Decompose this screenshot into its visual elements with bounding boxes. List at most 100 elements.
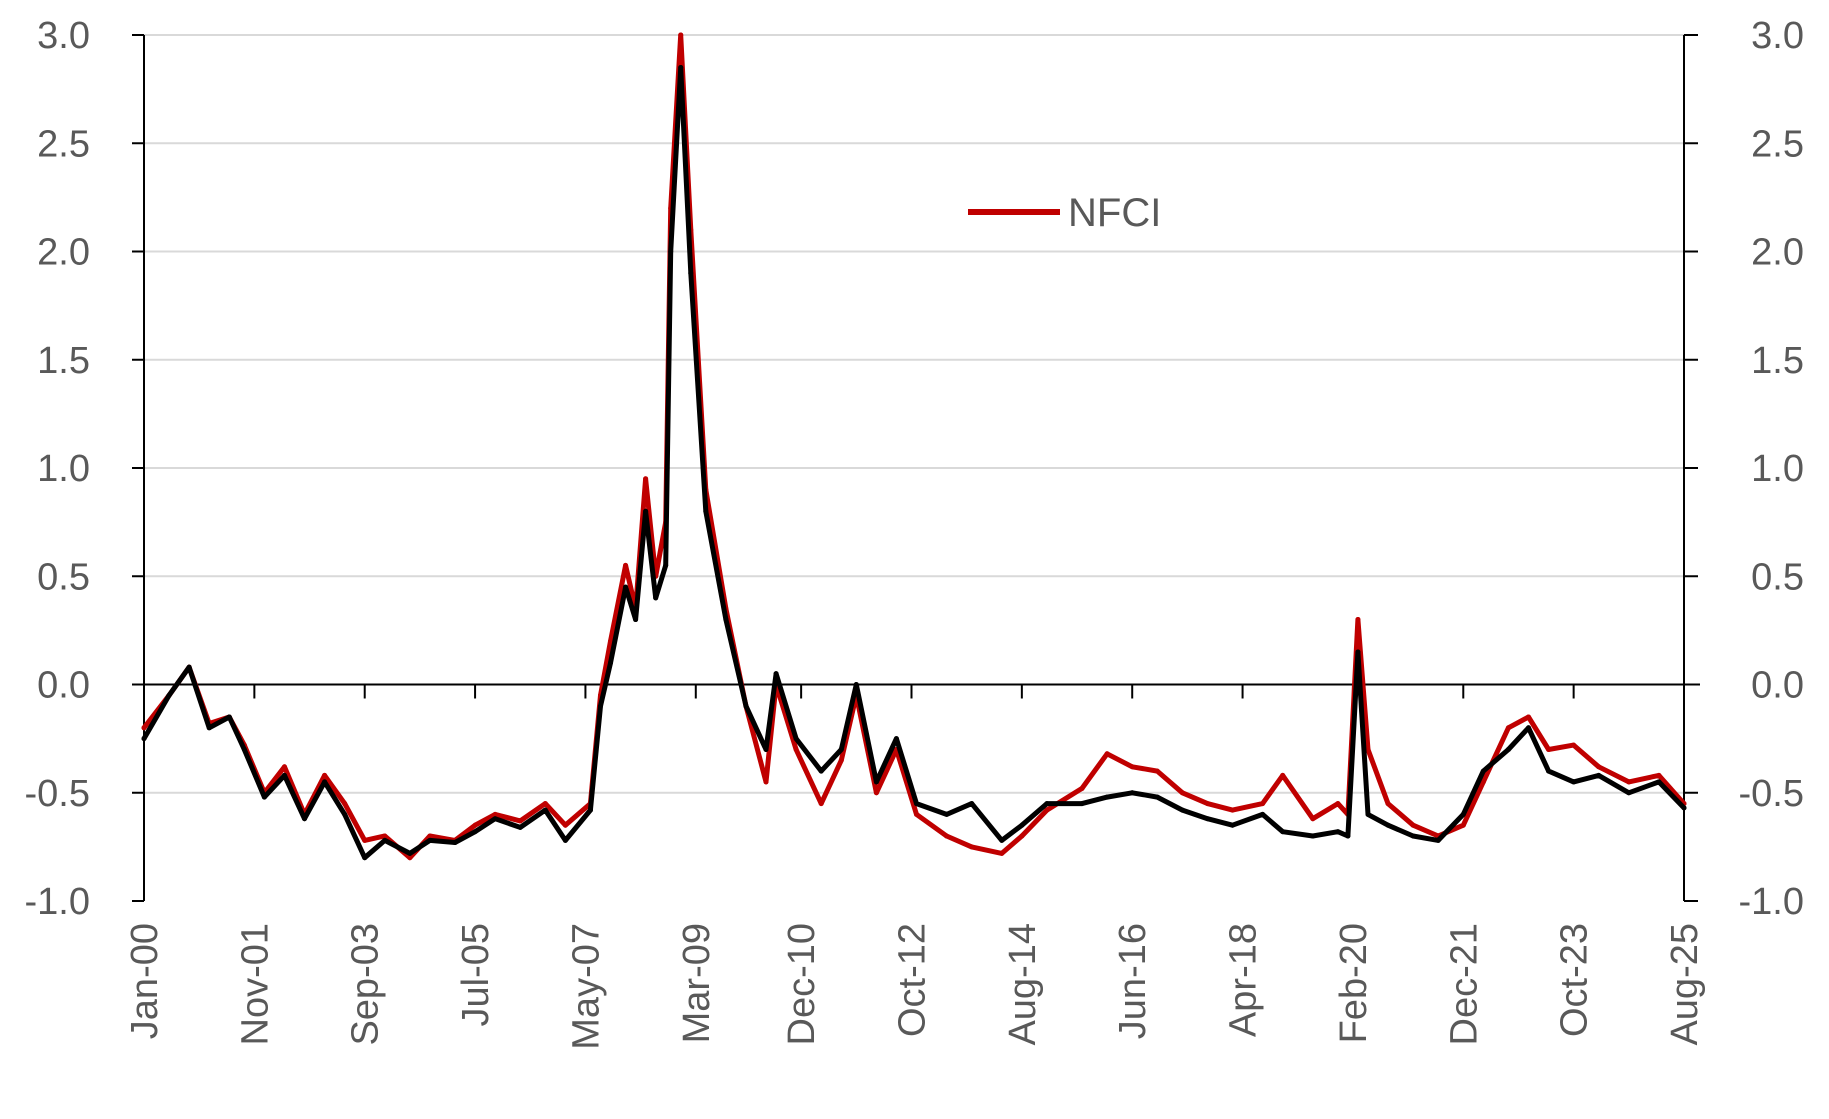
y-tick-label-left: 2.5	[37, 123, 90, 165]
data-point-0-46	[999, 850, 1005, 856]
data-point-1-7	[281, 772, 287, 778]
data-point-0-68	[1505, 725, 1511, 731]
y-tick-label-right: 3.0	[1751, 15, 1804, 57]
data-point-1-34	[743, 703, 749, 709]
data-point-0-48	[1044, 807, 1050, 813]
x-tick-label: Jul-05	[455, 923, 497, 1027]
legend-label: NFCI	[1068, 191, 1161, 235]
data-point-0-45	[969, 844, 975, 850]
data-point-1-69	[1525, 725, 1531, 731]
data-point-1-61	[1355, 649, 1361, 655]
data-point-1-1	[166, 692, 172, 698]
data-point-0-14	[427, 833, 433, 839]
data-point-0-16	[472, 822, 478, 828]
data-point-1-40	[853, 682, 859, 687]
data-point-1-73	[1626, 790, 1632, 796]
y-tick-label-right: 1.5	[1751, 340, 1804, 382]
data-point-1-25	[633, 617, 639, 623]
data-point-1-63	[1385, 822, 1391, 828]
data-point-1-17	[492, 816, 498, 822]
data-point-1-55	[1230, 822, 1236, 828]
data-point-0-0	[141, 725, 147, 731]
data-point-0-70	[1546, 746, 1552, 752]
x-tick-label: Apr-18	[1223, 923, 1265, 1037]
data-point-0-66	[1460, 822, 1466, 828]
data-point-0-39	[838, 757, 844, 763]
data-point-0-26	[643, 476, 649, 482]
data-point-0-53	[1179, 790, 1185, 796]
data-point-0-54	[1204, 801, 1210, 807]
data-point-1-75	[1681, 805, 1687, 811]
data-point-1-70	[1546, 768, 1552, 774]
data-point-0-49	[1079, 785, 1085, 791]
data-point-1-64	[1410, 833, 1416, 839]
data-point-1-0	[141, 736, 147, 742]
data-point-0-51	[1129, 764, 1135, 770]
data-point-0-52	[1154, 768, 1160, 774]
x-tick-label: Dec-21	[1443, 923, 1485, 1046]
data-point-1-53	[1179, 807, 1185, 813]
data-point-1-31	[688, 270, 694, 276]
y-tick-label-right: 2.5	[1751, 123, 1804, 165]
data-point-0-57	[1280, 772, 1286, 778]
data-point-0-72	[1596, 764, 1602, 770]
data-point-1-29	[668, 249, 674, 254]
data-point-1-54	[1204, 816, 1210, 822]
data-point-1-56	[1260, 811, 1266, 817]
y-tick-label-left: 2.0	[37, 232, 90, 274]
data-point-1-24	[623, 584, 629, 590]
data-point-1-38	[818, 768, 824, 774]
data-point-0-23	[608, 638, 614, 644]
data-point-1-45	[969, 801, 975, 807]
data-point-1-57	[1280, 829, 1286, 835]
data-point-1-3	[206, 725, 212, 731]
data-point-0-58	[1310, 816, 1316, 822]
data-point-1-10	[342, 811, 348, 817]
y-tick-label-left: 1.0	[37, 448, 90, 490]
x-tick-label: Jan-00	[124, 923, 166, 1039]
data-point-1-16	[472, 829, 478, 835]
data-point-1-37	[793, 736, 799, 742]
y-tick-label-right: 2.0	[1751, 232, 1804, 274]
x-tick-label: Oct-23	[1554, 923, 1596, 1037]
data-point-0-47	[1019, 833, 1025, 839]
data-point-0-55	[1230, 807, 1236, 813]
data-point-1-65	[1435, 837, 1441, 843]
data-point-0-18	[517, 818, 523, 824]
data-point-0-17	[492, 811, 498, 817]
data-point-1-66	[1460, 811, 1466, 817]
data-point-1-20	[562, 837, 568, 843]
data-point-1-32	[703, 508, 709, 514]
data-point-1-42	[893, 736, 899, 742]
y-tick-label-right: -1.0	[1739, 881, 1804, 923]
data-point-0-61	[1355, 617, 1361, 623]
y-tick-label-left: 0.5	[37, 556, 90, 598]
series-line-1	[141, 65, 1687, 861]
data-point-1-9	[322, 779, 328, 785]
data-point-1-6	[261, 794, 267, 800]
data-point-1-44	[944, 811, 950, 817]
data-point-0-59	[1335, 801, 1341, 807]
x-tick-label: Nov-01	[234, 923, 276, 1046]
data-point-0-13	[407, 855, 413, 861]
data-point-0-7	[281, 764, 287, 770]
data-point-1-28	[663, 562, 669, 568]
data-point-1-41	[873, 779, 879, 785]
data-point-1-68	[1505, 746, 1511, 752]
series-layer	[141, 32, 1687, 861]
data-point-0-56	[1260, 801, 1266, 807]
y-axis-left-labels: 3.0 2.5 2.0 1.5 1.0 0.5 0.0 -0.5 -1.0	[25, 15, 90, 923]
data-point-0-41	[873, 790, 879, 796]
data-point-1-2	[186, 664, 192, 670]
data-point-0-69	[1525, 714, 1531, 720]
series-line-0	[141, 32, 1687, 861]
y-tick-label-left: 1.5	[37, 340, 90, 382]
data-point-0-20	[562, 822, 568, 828]
y-tick-label-right: -0.5	[1739, 773, 1804, 815]
legend: NFCI	[968, 191, 1161, 235]
data-point-1-51	[1129, 790, 1135, 796]
data-point-1-21	[587, 807, 593, 813]
x-tick-label: Dec-10	[781, 923, 823, 1046]
data-point-1-26	[643, 508, 649, 514]
data-point-1-47	[1019, 822, 1025, 828]
